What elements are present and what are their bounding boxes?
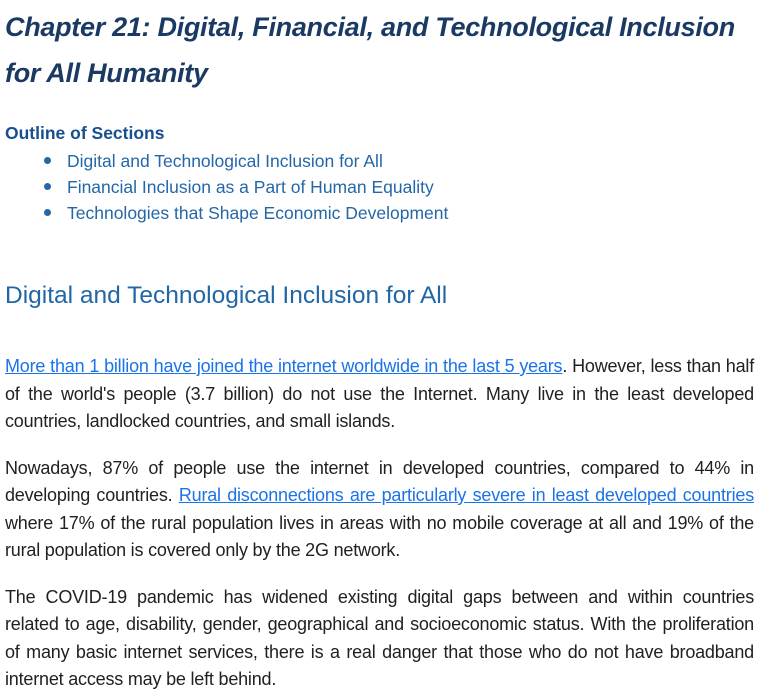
outline-item-label: Financial Inclusion as a Part of Human E…	[67, 177, 434, 197]
outline-item-label: Digital and Technological Inclusion for …	[67, 151, 383, 171]
paragraph-text: The COVID-19 pandemic has widened existi…	[5, 586, 754, 690]
outline-heading: Outline of Sections	[5, 123, 165, 143]
paragraph-covid-digital-gaps: The COVID-19 pandemic has widened existi…	[5, 584, 754, 694]
bullet-icon	[44, 183, 51, 190]
outline-item-technologies[interactable]: Technologies that Shape Economic Develop…	[5, 200, 754, 226]
document-page: Chapter 21: Digital, Financial, and Tech…	[0, 4, 758, 694]
inline-link-rural-disconnections[interactable]: Rural disconnections are particularly se…	[178, 485, 754, 505]
page-title: Chapter 21: Digital, Financial, and Tech…	[5, 12, 735, 88]
paragraph-text: . However, less than half of the world's…	[5, 356, 755, 431]
bullet-icon	[44, 209, 51, 216]
bullet-icon	[44, 157, 51, 164]
outline-item-financial-inclusion[interactable]: Financial Inclusion as a Part of Human E…	[5, 174, 754, 200]
outline-list: Digital and Technological Inclusion for …	[5, 148, 754, 226]
paragraph-internet-growth: More than 1 billion have joined the inte…	[5, 353, 754, 436]
paragraph-text: where 17% of the rural population lives …	[5, 512, 754, 561]
outline-item-label: Technologies that Shape Economic Develop…	[67, 203, 449, 223]
inline-link-internet-growth[interactable]: More than 1 billion have joined the inte…	[5, 356, 563, 376]
outline-item-digital-inclusion[interactable]: Digital and Technological Inclusion for …	[5, 148, 754, 174]
paragraph-text: Nowadays, 87% of people use the internet…	[5, 457, 754, 506]
paragraph-rural-disconnection: Nowadays, 87% of people use the internet…	[5, 455, 754, 565]
section-heading: Digital and Technological Inclusion for …	[5, 282, 448, 309]
